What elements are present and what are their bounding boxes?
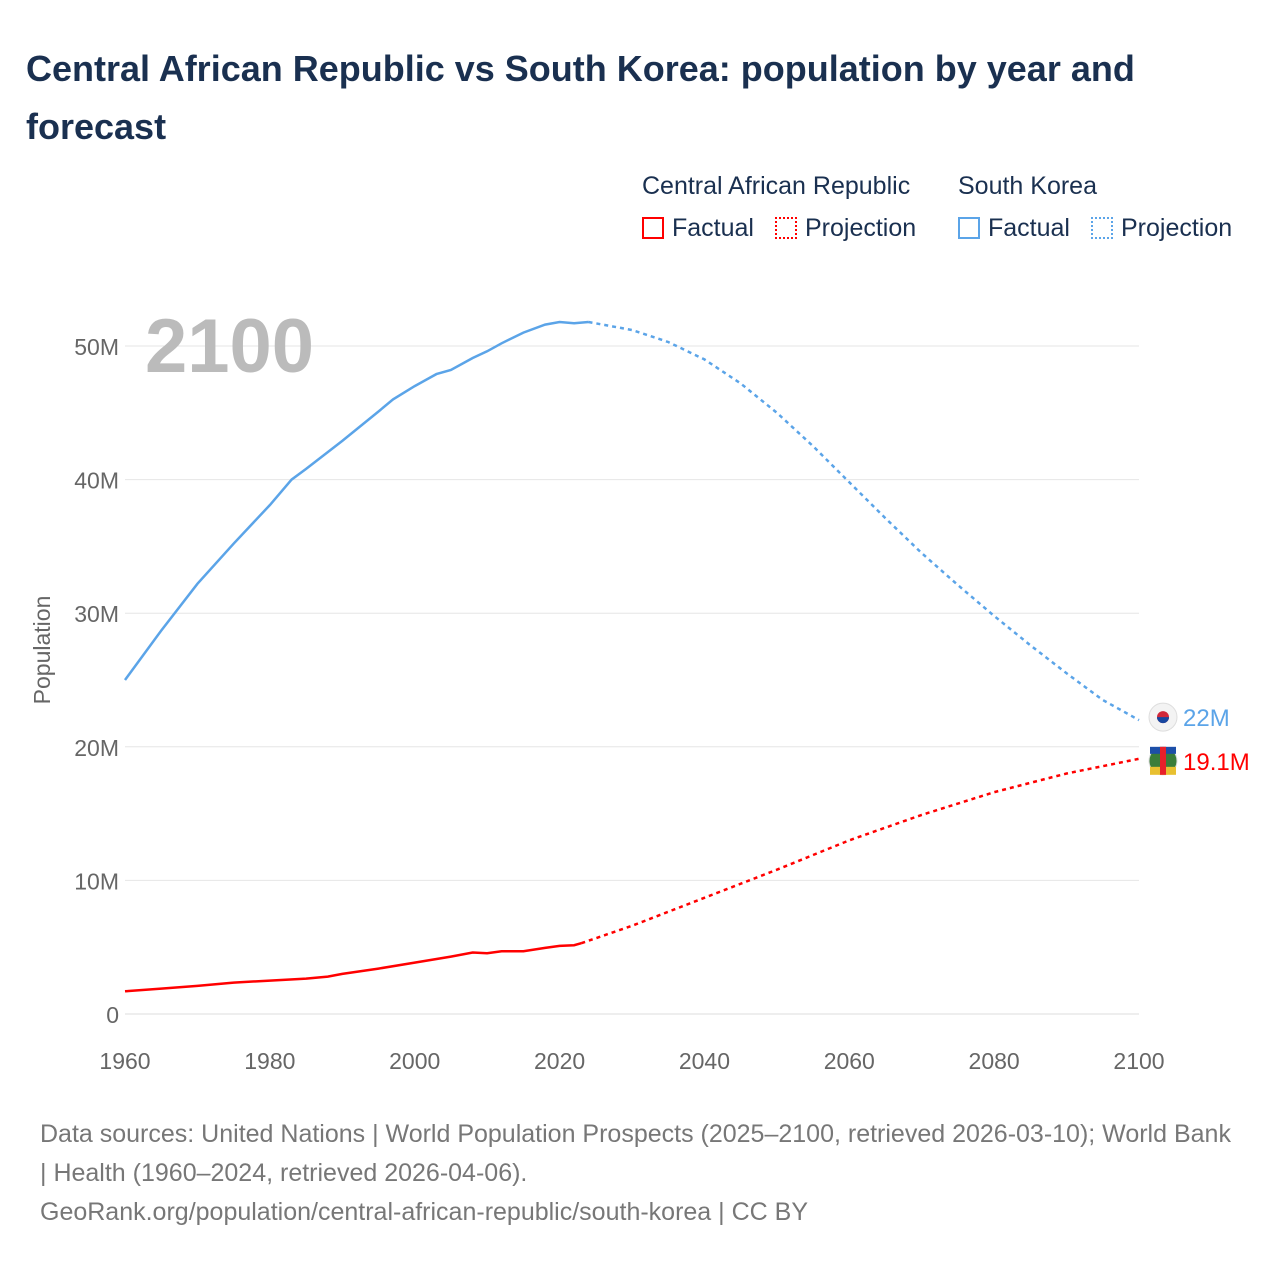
- chart-area: 0 10M 20M 30M 40M 50M 1960 1980 2000 2020 2040 2060…: [29, 304, 1250, 1074]
- year-label: 2100: [145, 304, 314, 389]
- x-tick-label: 2000: [389, 1048, 440, 1074]
- legend-car-title: Central African Republic: [642, 172, 911, 200]
- series-factual-line: [124, 941, 582, 993]
- series-projection-line: [580, 757, 1140, 945]
- y-tick-label: 20M: [74, 735, 119, 761]
- swatch: [958, 217, 980, 239]
- series-projection-line: [588, 320, 1140, 722]
- legend-label: Projection: [805, 214, 917, 242]
- x-tick-label: 2060: [824, 1048, 875, 1074]
- legend-sk-factual[interactable]: Factual: [958, 214, 1070, 243]
- x-tick-label: 1980: [244, 1048, 295, 1074]
- y-tick-label: 40M: [74, 468, 119, 494]
- y-tick-label: 10M: [74, 868, 119, 894]
- x-tick-label: 2020: [534, 1048, 585, 1074]
- legend-sk-title: South Korea: [958, 172, 1097, 200]
- footer: Data sources: United Nations | World Pop…: [40, 1115, 1240, 1232]
- legend-label: Projection: [1121, 214, 1233, 242]
- legend-sk-projection[interactable]: Projection: [1091, 214, 1232, 243]
- swatch: [642, 217, 664, 239]
- x-tick-label: 1960: [99, 1048, 150, 1074]
- end-value-label: 19.1M: [1183, 749, 1250, 776]
- y-axis-label: Population: [29, 596, 55, 705]
- footer-link[interactable]: GeoRank.org/population/central-african-r…: [40, 1198, 808, 1226]
- series-factual-line: [123, 320, 589, 681]
- swatch: [775, 217, 797, 239]
- flag-detail: [1160, 746, 1166, 775]
- legend-car-projection[interactable]: Projection: [775, 214, 916, 243]
- y-tick-label: 50M: [74, 334, 119, 360]
- x-tick-label: 2100: [1113, 1048, 1164, 1074]
- legend-car-factual[interactable]: Factual: [642, 214, 754, 243]
- legend-label: Factual: [672, 214, 754, 242]
- x-tick-label: 2040: [679, 1048, 730, 1074]
- end-value-label: 22M: [1183, 705, 1230, 732]
- legend-label: Factual: [988, 214, 1070, 242]
- y-tick-label: 30M: [74, 601, 119, 627]
- footer-sources: Data sources: United Nations | World Pop…: [40, 1120, 1231, 1187]
- flag-detail: [1157, 717, 1169, 724]
- chart-title: Central African Republic vs South Korea:…: [26, 48, 1135, 147]
- x-tick-label: 2080: [969, 1048, 1020, 1074]
- y-tick-label: 0: [106, 1002, 119, 1028]
- swatch: [1091, 217, 1113, 239]
